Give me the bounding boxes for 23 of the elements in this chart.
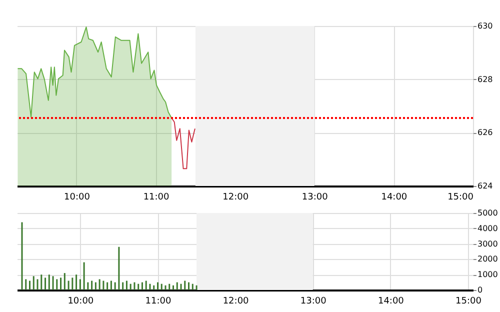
y-tick-label: 0: [478, 286, 483, 294]
x-tick-label: 10:00: [68, 296, 94, 306]
x-tick-label: 13:00: [302, 192, 328, 202]
y-tick-label: 4000: [478, 224, 498, 233]
y-tick-label: 624: [478, 182, 493, 190]
line-series: [171, 118, 196, 170]
x-tick-label: 12:00: [222, 192, 249, 202]
y-tick-label: 628: [478, 74, 493, 84]
x-tick-label: 15:00: [456, 296, 482, 306]
y-tick-label: 630: [478, 22, 493, 30]
y-tick-label: 2000: [478, 254, 498, 264]
x-tick-label: 11:00: [143, 192, 170, 202]
x-tick-label: 10:00: [64, 192, 90, 202]
y-tick-label: 626: [478, 128, 493, 138]
x-tick-label: 15:00: [448, 192, 474, 202]
y-tick-label: 1000: [478, 270, 498, 280]
x-tick-label: 12:00: [222, 296, 250, 306]
x-tick-label: 14:00: [381, 192, 408, 202]
x-tick-label: 11:00: [145, 296, 172, 306]
x-tick-label: 14:00: [378, 296, 404, 306]
y-tick-label: 5000: [478, 208, 498, 218]
y-tick-label: 3000: [478, 239, 498, 248]
x-tick-label: 13:00: [300, 296, 327, 306]
